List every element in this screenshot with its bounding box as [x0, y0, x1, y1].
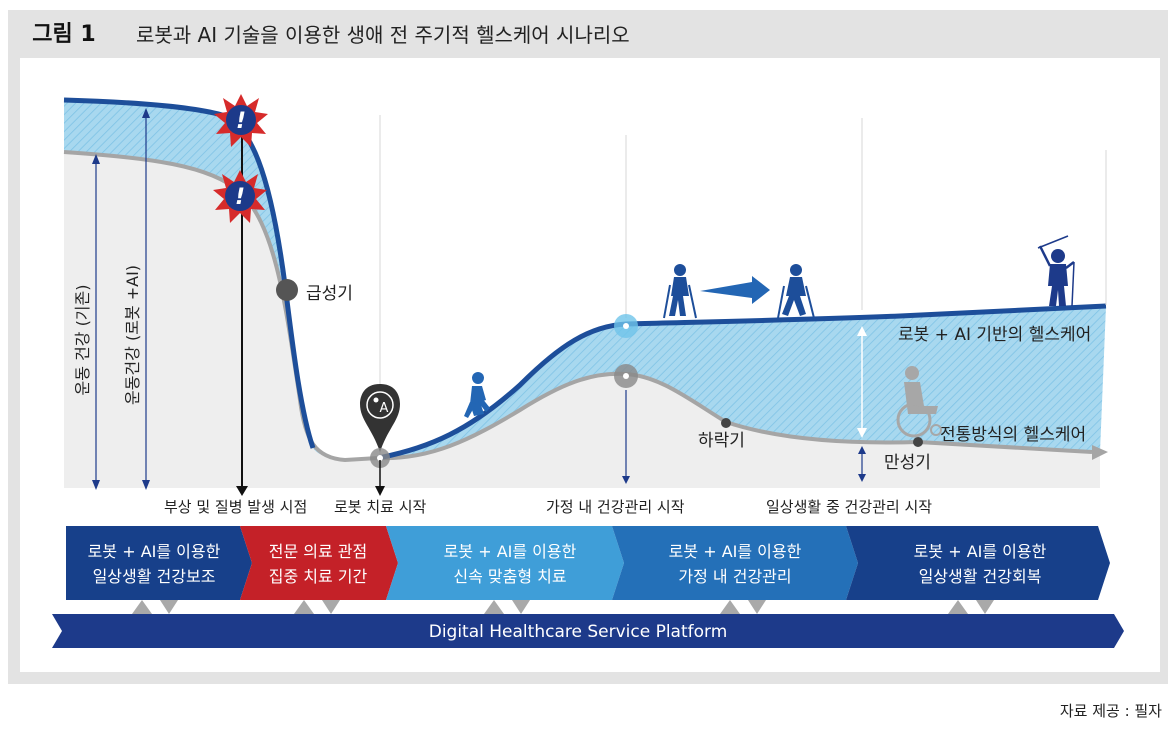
- existing-health-axis: [92, 154, 100, 490]
- walking-person-icon: [777, 264, 815, 319]
- home-start-upper-dot: [623, 323, 629, 329]
- phase-chevron: 로봇 + AI를 이용한 일상생활 건강회복: [846, 526, 1110, 600]
- robot-ai-care-label: 로봇 + AI 기반의 헬스케어: [898, 325, 1091, 345]
- existing-health-label: 운동 건강 (기존): [73, 285, 92, 396]
- chronic-label: 만성기: [884, 453, 931, 473]
- figure-title: 로봇과 AI 기술을 이용한 생애 전 주기적 헬스케어 시나리오: [136, 23, 630, 47]
- robot-ai-health-label: 운동건강 (로봇 +AI): [123, 265, 142, 405]
- daily-start-time-label: 일상생활 중 건강관리 시작: [766, 498, 932, 516]
- svg-text:일상생활 건강회복: 일상생활 건강회복: [919, 567, 1042, 586]
- svg-text:집중 치료 기간: 집중 치료 기간: [269, 567, 368, 586]
- figure-label: 그림 1: [16, 12, 112, 58]
- alert-burst-icon: !: [213, 170, 267, 223]
- traditional-care-label: 전통방식의 헬스케어: [940, 425, 1086, 445]
- svg-text:!: !: [236, 109, 246, 134]
- svg-text:신속 맞춤형 치료: 신속 맞춤형 치료: [453, 567, 566, 586]
- scenario-diagram: 운동 건강 (기존) 운동건강 (로봇 +AI) ! ! 급성기 A: [52, 94, 1124, 648]
- diagram-panel: 운동 건강 (기존) 운동건강 (로봇 +AI) ! ! 급성기 A: [20, 58, 1160, 672]
- acute-label: 급성기: [306, 284, 353, 304]
- svg-text:일상생활 건강보조: 일상생활 건강보조: [93, 567, 216, 586]
- decline-point: [721, 418, 731, 428]
- svg-text:!: !: [235, 185, 245, 210]
- svg-text:가정 내 건강관리: 가정 내 건강관리: [678, 567, 791, 586]
- svg-text:로봇 + AI를 이용한: 로봇 + AI를 이용한: [88, 542, 221, 561]
- progress-arrow-icon: [700, 276, 770, 304]
- robot-ai-curve-recovery: [377, 303, 1107, 461]
- svg-text:로봇 + AI를 이용한: 로봇 + AI를 이용한: [669, 542, 802, 561]
- phase-chevron: 로봇 + AI를 이용한 가정 내 건강관리: [612, 526, 858, 600]
- alert-burst-icon: !: [214, 94, 268, 147]
- stair-climber-icon: [464, 372, 490, 418]
- injury-time-label: 부상 및 질병 발생 시점: [164, 498, 307, 516]
- platform-label: Digital Healthcare Service Platform: [429, 622, 728, 642]
- care-gap-arrow: [857, 326, 867, 438]
- hiker-icon: [1037, 235, 1075, 307]
- data-flow-icons: [132, 600, 994, 614]
- decline-label: 하락기: [698, 431, 745, 451]
- acute-point: [276, 279, 298, 301]
- home-start-time-label: 가정 내 건강관리 시작: [546, 498, 685, 516]
- robot-start-marker: [375, 460, 385, 496]
- chronic-point: [913, 437, 923, 447]
- robot-ai-curve: [63, 97, 316, 449]
- improvement-band: [64, 100, 1106, 460]
- svg-text:전문 의료 관점: 전문 의료 관점: [269, 542, 368, 561]
- wheelchair-icon: [896, 366, 942, 438]
- platform-bar: [52, 614, 1124, 648]
- traditional-area: [64, 152, 1100, 488]
- traditional-arrowhead: [1092, 445, 1108, 460]
- source-credit: 자료 제공 : 필자: [1059, 702, 1162, 720]
- walking-person-icon: [663, 264, 697, 319]
- robot-ai-health-axis: [142, 108, 150, 490]
- location-pin-icon: A: [360, 384, 400, 452]
- chronic-range-arrow: [858, 446, 866, 482]
- svg-text:A: A: [380, 401, 389, 416]
- home-start-marker: [622, 390, 630, 484]
- home-start-lower-dot: [623, 373, 629, 379]
- robot-start-time-label: 로봇 치료 시작: [334, 498, 427, 516]
- svg-text:로봇 + AI를 이용한: 로봇 + AI를 이용한: [914, 542, 1047, 561]
- phase-chevron: 로봇 + AI를 이용한 신속 맞춤형 치료: [386, 526, 624, 600]
- phase-chevron: 전문 의료 관점 집중 치료 기간: [240, 526, 398, 600]
- robot-start-dot: [377, 455, 383, 461]
- svg-text:로봇 + AI를 이용한: 로봇 + AI를 이용한: [444, 542, 577, 561]
- phase-chevron: 로봇 + AI를 이용한 일상생활 건강보조: [66, 526, 252, 600]
